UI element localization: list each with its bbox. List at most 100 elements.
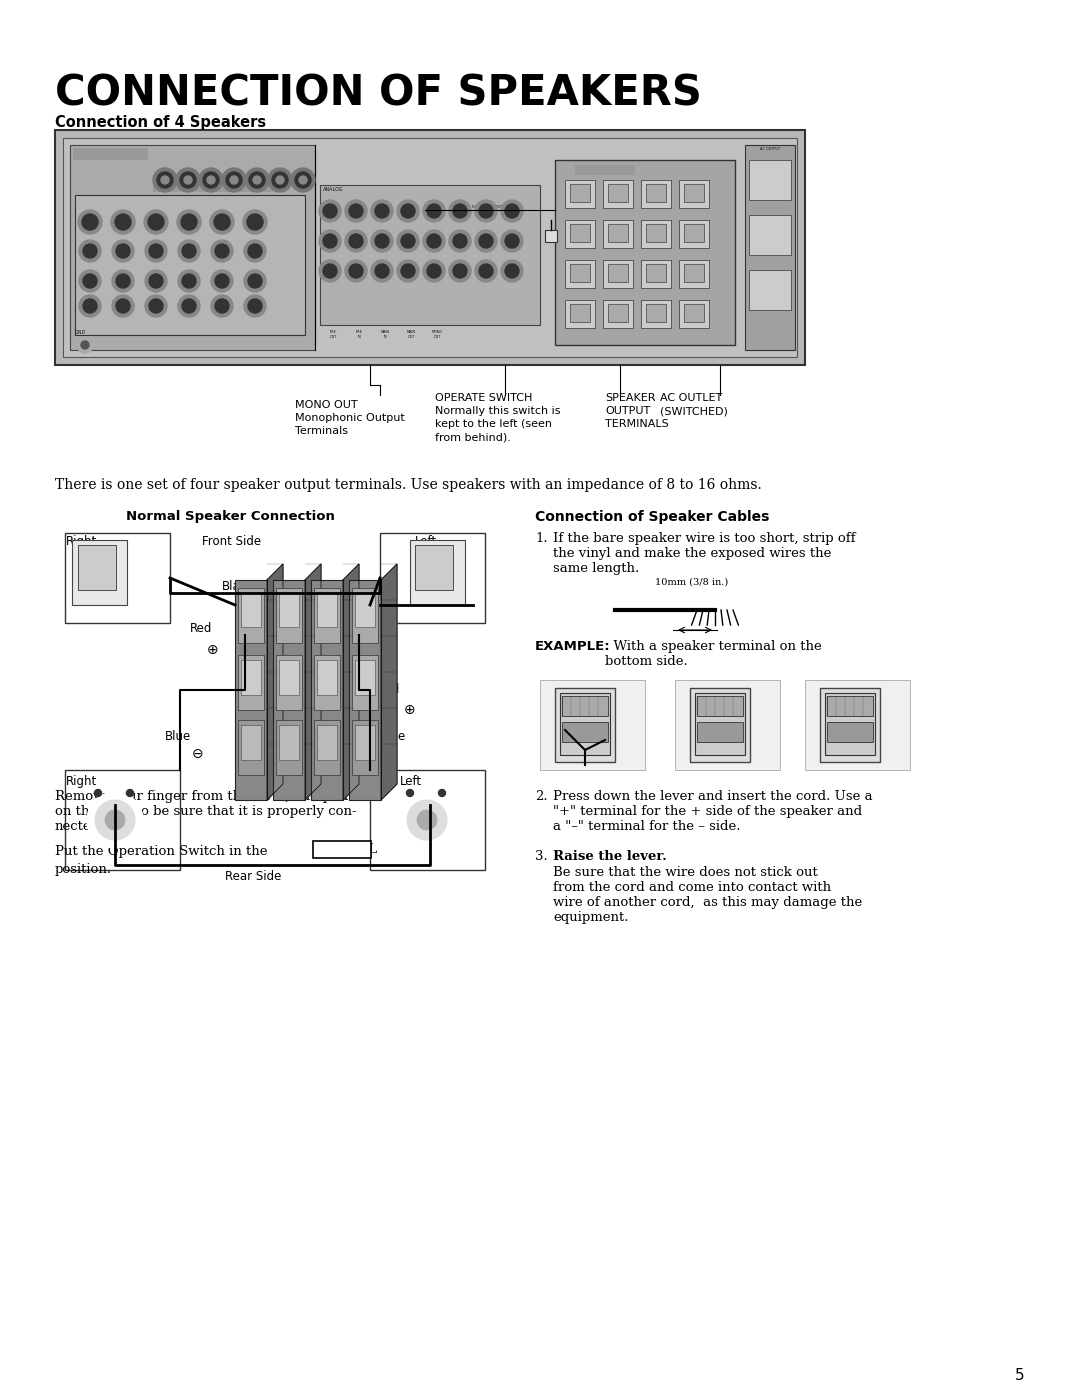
- Circle shape: [248, 299, 262, 313]
- Circle shape: [183, 274, 195, 288]
- Bar: [352, 655, 378, 710]
- Circle shape: [210, 210, 234, 235]
- Bar: [72, 541, 127, 605]
- Text: Right: Right: [66, 535, 97, 548]
- Bar: [352, 588, 378, 643]
- Bar: [75, 196, 305, 335]
- Bar: [745, 145, 795, 351]
- Circle shape: [505, 264, 519, 278]
- Text: EXAMPLE:: EXAMPLE:: [535, 640, 610, 652]
- Circle shape: [453, 264, 467, 278]
- Text: Press down the lever and insert the cord. Use a
"+" terminal for the + side of t: Press down the lever and insert the cord…: [553, 789, 873, 833]
- Circle shape: [453, 235, 467, 249]
- Bar: [555, 687, 615, 761]
- Bar: [750, 161, 791, 200]
- Circle shape: [79, 240, 102, 263]
- Polygon shape: [305, 564, 321, 800]
- Circle shape: [207, 176, 215, 184]
- Circle shape: [253, 176, 261, 184]
- Bar: [750, 215, 791, 256]
- Bar: [314, 655, 340, 710]
- Bar: [238, 719, 264, 775]
- Circle shape: [180, 172, 195, 189]
- Text: ⊕: ⊕: [314, 752, 326, 766]
- Text: ANALOG: ANALOG: [323, 187, 343, 191]
- Circle shape: [397, 260, 419, 282]
- Bar: [355, 659, 375, 694]
- Circle shape: [244, 295, 266, 317]
- Text: Normally this switch is: Normally this switch is: [435, 407, 561, 416]
- Circle shape: [82, 214, 98, 231]
- Bar: [642, 260, 671, 288]
- Text: ⊕: ⊕: [404, 703, 416, 717]
- Circle shape: [181, 214, 197, 231]
- Bar: [349, 580, 381, 800]
- Bar: [238, 588, 264, 643]
- Text: SPEAKER SYSTEM: SPEAKER SYSTEM: [472, 205, 509, 210]
- Text: Connection of 4 Speakers: Connection of 4 Speakers: [55, 115, 266, 130]
- Bar: [241, 592, 261, 627]
- Text: Black: Black: [222, 580, 254, 592]
- Bar: [750, 270, 791, 310]
- Bar: [314, 588, 340, 643]
- Polygon shape: [381, 564, 397, 800]
- Circle shape: [116, 244, 130, 258]
- Bar: [646, 305, 666, 321]
- Text: Left: Left: [415, 535, 437, 548]
- Text: 10mm (3/8 in.): 10mm (3/8 in.): [654, 578, 728, 587]
- Circle shape: [272, 172, 288, 189]
- Circle shape: [399, 792, 455, 848]
- Bar: [684, 224, 704, 242]
- Circle shape: [449, 260, 471, 282]
- Text: Remove your finger from the lever, and pull
on the cord to be sure that it is pr: Remove your finger from the lever, and p…: [55, 789, 356, 833]
- Circle shape: [148, 214, 164, 231]
- Text: position.: position.: [55, 863, 112, 876]
- Text: AC OUTLET: AC OUTLET: [660, 393, 723, 402]
- Text: FRONT: FRONT: [596, 165, 613, 170]
- Bar: [646, 264, 666, 282]
- Bar: [827, 722, 873, 742]
- Circle shape: [211, 295, 233, 317]
- Bar: [55, 130, 805, 365]
- Polygon shape: [343, 564, 359, 800]
- Text: Be sure that the wire does not stick out
from the cord and come into contact wit: Be sure that the wire does not stick out…: [553, 866, 862, 923]
- Circle shape: [423, 260, 445, 282]
- Bar: [273, 580, 305, 800]
- Circle shape: [95, 800, 135, 840]
- Circle shape: [401, 235, 415, 249]
- Circle shape: [87, 792, 143, 848]
- Circle shape: [276, 176, 284, 184]
- Bar: [646, 224, 666, 242]
- Circle shape: [319, 260, 341, 282]
- Circle shape: [475, 260, 497, 282]
- Circle shape: [423, 200, 445, 222]
- Circle shape: [248, 274, 262, 288]
- Circle shape: [178, 295, 200, 317]
- Text: Rear Side: Rear Side: [225, 870, 282, 883]
- Bar: [65, 534, 170, 623]
- Bar: [679, 219, 708, 249]
- Bar: [820, 687, 880, 761]
- Circle shape: [112, 295, 134, 317]
- Circle shape: [112, 270, 134, 292]
- Circle shape: [268, 168, 292, 191]
- Circle shape: [144, 210, 168, 235]
- Bar: [279, 592, 299, 627]
- Bar: [679, 260, 708, 288]
- Circle shape: [323, 235, 337, 249]
- Bar: [679, 300, 708, 328]
- Circle shape: [126, 789, 134, 796]
- Bar: [608, 224, 627, 242]
- Bar: [608, 305, 627, 321]
- Text: SPEAKER: SPEAKER: [605, 393, 656, 402]
- Circle shape: [475, 231, 497, 251]
- Bar: [570, 224, 590, 242]
- Text: 3.: 3.: [535, 849, 548, 863]
- Text: VIDEO: VIDEO: [76, 148, 93, 154]
- Text: Put the Operation Switch in the: Put the Operation Switch in the: [55, 845, 272, 858]
- Bar: [827, 696, 873, 717]
- Bar: [78, 545, 116, 590]
- Bar: [241, 725, 261, 760]
- Bar: [697, 696, 743, 717]
- Circle shape: [247, 214, 264, 231]
